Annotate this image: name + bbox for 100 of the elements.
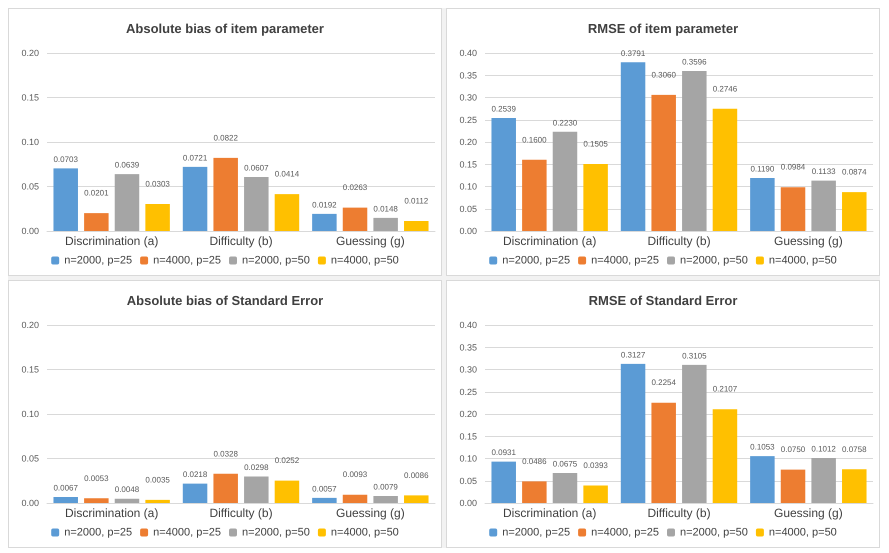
y-tick-label: 0.35 — [459, 342, 477, 352]
y-tick-label: 0.35 — [459, 70, 477, 80]
legend-label: n=4000, p=25 — [153, 526, 222, 538]
bar — [182, 484, 208, 503]
y-tick-label: 0.05 — [21, 454, 39, 464]
data-label: 0.0639 — [114, 160, 140, 170]
y-tick-label: 0.15 — [21, 92, 39, 102]
bar — [182, 166, 208, 231]
bar — [780, 187, 806, 231]
y-tick-label: 0.40 — [459, 320, 477, 330]
y-tick-label: 0.10 — [21, 409, 39, 419]
y-tick-label: 0.10 — [459, 454, 477, 464]
x-tick-label: Discrimination (a) — [64, 506, 158, 520]
data-label: 0.1133 — [812, 167, 836, 176]
x-tick-label: Difficulty (b) — [647, 234, 711, 248]
bar — [811, 180, 836, 231]
data-label: 0.0218 — [182, 470, 208, 480]
data-label: 0.0874 — [842, 168, 868, 177]
data-label: 0.0758 — [842, 444, 868, 454]
data-label: 0.0750 — [780, 445, 806, 454]
data-label: 0.3060 — [651, 70, 676, 80]
bar — [145, 500, 170, 503]
data-label: 0.0984 — [780, 162, 806, 172]
x-tick-label: Discrimination (a) — [64, 234, 158, 248]
chart-title: RMSE of item parameter — [588, 21, 738, 36]
bar — [244, 476, 269, 503]
bar — [651, 402, 676, 503]
y-tick-label: 0.20 — [459, 409, 477, 419]
data-label: 0.0079 — [373, 482, 398, 492]
legend-label: n=4000, p=50 — [330, 526, 399, 538]
data-label: 0.3596 — [682, 57, 708, 66]
bar — [342, 208, 368, 231]
bar — [491, 118, 516, 231]
bar — [712, 409, 738, 503]
x-tick-label: Difficulty (b) — [209, 234, 273, 248]
y-tick-label: 0.15 — [21, 364, 39, 374]
data-label: 0.3105 — [682, 351, 708, 360]
x-tick-label: Discrimination (a) — [502, 506, 596, 520]
legend-label: n=2000, p=25 — [64, 526, 132, 538]
x-tick-label: Guessing (g) — [336, 234, 405, 248]
y-tick-label: 0.15 — [459, 431, 477, 442]
x-tick-label: Guessing (g) — [336, 506, 405, 520]
legend-label: n=4000, p=25 — [591, 254, 660, 266]
bar — [522, 160, 547, 231]
bar — [373, 218, 398, 231]
bar — [842, 192, 867, 231]
legend-label: n=4000, p=25 — [591, 526, 660, 538]
legend-label: n=2000, p=25 — [502, 526, 570, 538]
bar — [780, 470, 806, 503]
legend-label: n=2000, p=50 — [242, 254, 310, 266]
data-label: 0.0328 — [213, 449, 238, 458]
x-tick-label: Guessing (g) — [774, 234, 843, 248]
data-label: 0.1012 — [811, 444, 836, 454]
bar — [213, 474, 238, 503]
chart-title: Absolute bias of Standard Error — [126, 293, 324, 308]
data-label: 0.0112 — [404, 196, 429, 206]
legend-label: n=4000, p=50 — [768, 254, 837, 266]
bar — [583, 164, 608, 231]
data-label: 0.3127 — [620, 350, 646, 360]
y-tick-label: 0.05 — [21, 182, 39, 192]
y-tick-label: 0.40 — [459, 48, 477, 58]
data-label: 0.0414 — [274, 170, 300, 179]
bar — [552, 132, 578, 231]
chart-title: Absolute bias of item parameter — [126, 21, 324, 36]
y-tick-label: 0.00 — [459, 226, 477, 236]
data-label: 0.1190 — [750, 164, 775, 174]
bar — [522, 481, 547, 503]
bar — [84, 213, 109, 231]
data-label: 0.0048 — [114, 485, 140, 494]
bar — [274, 194, 300, 231]
data-label: 0.0931 — [491, 448, 517, 458]
chart-title: RMSE of Standard Error — [588, 293, 738, 308]
data-label: 0.0093 — [342, 470, 368, 480]
bar — [53, 497, 78, 503]
bar — [651, 94, 676, 231]
y-tick-label: 0.30 — [459, 92, 477, 102]
data-label: 0.0053 — [84, 474, 110, 483]
bar — [312, 498, 337, 503]
y-tick-label: 0.25 — [459, 386, 477, 397]
bar — [342, 494, 368, 503]
y-tick-label: 0.20 — [21, 320, 39, 330]
data-label: 0.0298 — [244, 462, 270, 472]
y-tick-label: 0.10 — [21, 137, 39, 147]
y-tick-label: 0.20 — [459, 137, 477, 147]
data-label: 0.1600 — [522, 135, 548, 144]
data-label: 0.0486 — [522, 456, 548, 466]
data-label: 0.0303 — [145, 180, 170, 189]
data-label: 0.0393 — [583, 461, 608, 470]
data-label: 0.0721 — [182, 153, 208, 162]
legend-label: n=2000, p=25 — [502, 254, 570, 266]
legend-label: n=4000, p=25 — [153, 254, 222, 266]
data-label: 0.0822 — [213, 133, 238, 142]
y-tick-label: 0.05 — [459, 204, 477, 214]
data-label: 0.0086 — [404, 470, 430, 480]
y-tick-label: 0.15 — [459, 159, 477, 170]
data-label: 0.0703 — [53, 154, 79, 164]
y-tick-label: 0.30 — [459, 364, 477, 374]
x-tick-label: Guessing (g) — [774, 506, 843, 520]
bar — [84, 498, 109, 503]
bar — [842, 469, 867, 503]
